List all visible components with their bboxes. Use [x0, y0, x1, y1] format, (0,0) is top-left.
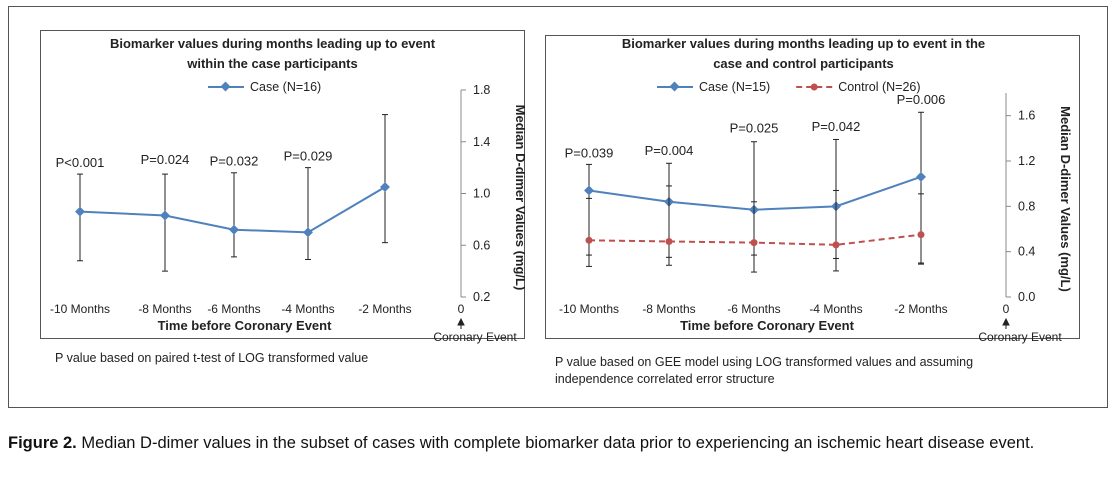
right-data-point — [584, 185, 594, 196]
right-y-tick-label: 1.2 — [1018, 154, 1035, 168]
caption-label: Figure 2. — [8, 434, 77, 452]
right-y-axis-label: Median D-dimer Values (mg/L) — [1058, 106, 1073, 292]
note-right: P value based on GEE model using LOG tra… — [555, 355, 974, 386]
left-data-point — [380, 182, 390, 192]
right-chart-title-line: case and control participants — [713, 56, 894, 71]
left-chart-title-line: within the case participants — [186, 56, 358, 71]
left-x-tick-label: -2 Months — [358, 302, 411, 316]
right-legend-label: Case (N=15) — [699, 80, 770, 94]
figure-caption: Figure 2. Median D-dimer values in the s… — [8, 432, 1103, 454]
right-p-value-label: P=0.004 — [645, 143, 694, 158]
right-data-point — [750, 239, 758, 247]
right-data-point — [916, 171, 926, 182]
right-plot-frame — [545, 35, 1080, 339]
caption-text: Median D-dimer values in the subset of c… — [76, 434, 1035, 452]
left-data-point — [75, 206, 85, 217]
left-data-point — [303, 227, 313, 238]
note-left: P value based on paired t-test of LOG tr… — [55, 351, 369, 365]
right-legend-marker — [669, 81, 680, 92]
left-data-point — [229, 224, 239, 235]
left-p-value-label: P=0.024 — [141, 152, 190, 167]
left-y-tick-label: 0.6 — [473, 238, 490, 252]
left-chart-title-line: Biomarker values during months leading u… — [110, 36, 436, 51]
left-x-tick-label: -6 Months — [207, 302, 260, 316]
left-legend-marker — [220, 81, 231, 92]
left-y-axis-label: Median D-dimer Values (mg/L) — [513, 105, 525, 291]
right-data-point — [665, 237, 673, 245]
left-y-tick-label: 1.4 — [473, 135, 490, 149]
right-p-value-label: P=0.042 — [812, 119, 861, 134]
figure-frame — [8, 6, 1108, 408]
right-x-axis-label: Time before Coronary Event — [680, 318, 855, 333]
right-p-value-label: P=0.006 — [897, 92, 946, 107]
right-chart-title-line: Biomarker values during months leading u… — [622, 36, 985, 51]
right-data-point — [917, 231, 925, 239]
right-y-tick-label: 0.8 — [1018, 199, 1035, 213]
left-y-tick-label: 0.2 — [473, 290, 490, 304]
left-x-tick-label: -10 Months — [50, 302, 110, 316]
chart-left: Biomarker values during months leading u… — [40, 30, 525, 344]
left-p-value-label: P=0.032 — [210, 154, 259, 169]
right-x-tick-label: -10 Months — [559, 302, 619, 316]
left-x-tick-label: -8 Months — [138, 302, 191, 316]
right-x-end-sublabel: Coronary Event — [978, 330, 1062, 344]
left-x-axis-label: Time before Coronary Event — [158, 318, 333, 333]
right-y-tick-label: 0.0 — [1018, 290, 1035, 304]
left-plot-frame — [40, 30, 525, 339]
right-data-point — [832, 241, 840, 249]
left-data-point — [160, 210, 170, 221]
left-event-arrow-icon — [457, 317, 465, 329]
right-x-end-label: 0 — [1003, 302, 1010, 316]
right-y-tick-label: 0.4 — [1018, 245, 1035, 259]
right-y-tick-label: 1.6 — [1018, 109, 1035, 123]
right-data-point — [585, 236, 593, 244]
right-legend-label: Control (N=26) — [838, 80, 920, 94]
right-legend-marker — [810, 83, 818, 91]
right-p-value-label: P=0.025 — [730, 120, 779, 135]
left-x-tick-label: -4 Months — [281, 302, 334, 316]
right-x-tick-label: -4 Months — [809, 302, 862, 316]
right-x-tick-label: -6 Months — [727, 302, 780, 316]
left-p-value-label: P=0.029 — [284, 148, 333, 163]
left-y-tick-label: 1.8 — [473, 83, 490, 97]
right-p-value-label: P=0.039 — [565, 145, 614, 160]
left-y-tick-label: 1.0 — [473, 187, 490, 201]
left-p-value-label: P<0.001 — [56, 155, 105, 170]
left-series-line — [79, 186, 386, 234]
right-series-line — [588, 175, 922, 211]
right-x-tick-label: -2 Months — [894, 302, 947, 316]
right-event-arrow-icon — [1002, 317, 1010, 329]
chart-right: Biomarker values during months leading u… — [545, 35, 1080, 344]
left-legend-label: Case (N=16) — [250, 80, 321, 94]
right-x-tick-label: -8 Months — [642, 302, 695, 316]
left-x-end-sublabel: Coronary Event — [433, 330, 517, 344]
left-x-end-label: 0 — [458, 302, 465, 316]
